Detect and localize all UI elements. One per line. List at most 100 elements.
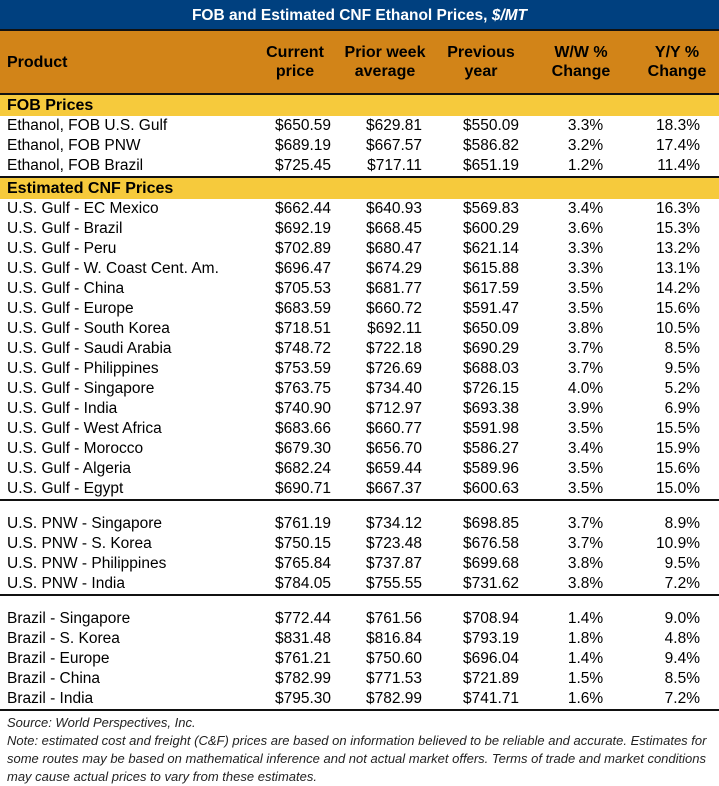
cell-product: Ethanol, FOB Brazil <box>7 157 144 174</box>
cell-yy-change: 8.5% <box>664 670 700 687</box>
cell-current-price: $682.24 <box>274 460 331 477</box>
table-row: Brazil - India $795.30 $782.99 $741.71 1.6% 7… <box>0 689 719 709</box>
cell-current-price: $795.30 <box>274 690 331 707</box>
table-row: U.S. Gulf - Europe $683.59 $660.72 $591.47 3… <box>0 299 719 319</box>
cell-yy-change: 10.9% <box>656 535 700 552</box>
cell-yy-change: 18.3% <box>656 117 700 134</box>
cell-ww-change: 1.8% <box>567 630 604 647</box>
cell-product: U.S. PNW - India <box>7 575 125 592</box>
cell-previous-year: $690.29 <box>462 340 519 357</box>
cell-yy-change: 7.2% <box>664 690 700 707</box>
table-row: U.S. Gulf - South Korea $718.51 $692.11 $65… <box>0 319 719 339</box>
table-row: U.S. Gulf - Morocco $679.30 $656.70 $586.27… <box>0 439 719 459</box>
cell-product: U.S. Gulf - Egypt <box>7 480 124 497</box>
cell-ww-change: 3.8% <box>567 555 604 572</box>
cell-yy-change: 15.6% <box>656 300 700 317</box>
table-row: U.S. Gulf - EC Mexico $662.44 $640.93 $569.… <box>0 199 719 219</box>
cell-previous-year: $698.85 <box>462 515 519 532</box>
table-row: U.S. PNW - India $784.05 $755.55 $731.62 3.8… <box>0 574 719 594</box>
cell-ww-change: 3.5% <box>567 480 604 497</box>
cell-product: U.S. Gulf - EC Mexico <box>7 200 159 217</box>
cell-yy-change: 6.9% <box>664 400 700 417</box>
cell-previous-year: $621.14 <box>462 240 519 257</box>
header-yy-change: Y/Y % Change <box>647 44 707 80</box>
cell-current-price: $748.72 <box>274 340 331 357</box>
cell-current-price: $689.19 <box>274 137 331 154</box>
cell-ww-change: 3.5% <box>567 300 604 317</box>
cell-current-price: $831.48 <box>274 630 331 647</box>
cell-yy-change: 9.5% <box>664 555 700 572</box>
cell-yy-change: 5.2% <box>664 380 700 397</box>
cell-prior-week: $660.72 <box>365 300 422 317</box>
cell-product: U.S. Gulf - W. Coast Cent. Am. <box>7 260 219 277</box>
table-row: Brazil - Singapore $772.44 $761.56 $708.94 1… <box>0 609 719 629</box>
cell-yy-change: 4.8% <box>664 630 700 647</box>
title-text: FOB and Estimated CNF Ethanol Prices, <box>191 7 488 24</box>
row-group: U.S. PNW - Singapore $761.19 $734.12 $698.8… <box>0 514 719 596</box>
cell-product: U.S. Gulf - Saudi Arabia <box>7 340 172 357</box>
title-unit: $/MT <box>491 7 528 24</box>
header-current-price: Current price <box>266 44 324 80</box>
cell-prior-week: $660.77 <box>365 420 422 437</box>
cell-product: U.S. Gulf - Morocco <box>7 440 144 457</box>
cell-current-price: $753.59 <box>274 360 331 377</box>
table-row: U.S. Gulf - Algeria $682.24 $659.44 $589.96… <box>0 459 719 479</box>
cell-current-price: $662.44 <box>274 200 331 217</box>
table-row: U.S. Gulf - Singapore $763.75 $734.40 $726.… <box>0 379 719 399</box>
cell-yy-change: 15.0% <box>656 480 700 497</box>
cell-ww-change: 1.2% <box>567 157 604 174</box>
cell-prior-week: $734.12 <box>365 515 422 532</box>
cell-product: U.S. Gulf - South Korea <box>7 320 170 337</box>
table-row: U.S. PNW - Singapore $761.19 $734.12 $698.8… <box>0 514 719 534</box>
cell-product: U.S. Gulf - China <box>7 280 125 297</box>
cell-previous-year: $586.27 <box>462 440 519 457</box>
cell-prior-week: $712.97 <box>365 400 422 417</box>
cell-ww-change: 1.6% <box>567 690 604 707</box>
cell-prior-week: $680.47 <box>365 240 422 257</box>
source-note: Source: World Perspectives, Inc. <box>7 715 196 730</box>
cell-ww-change: 3.9% <box>567 400 604 417</box>
cell-yy-change: 13.1% <box>656 260 700 277</box>
cell-prior-week: $667.57 <box>365 137 422 154</box>
cell-current-price: $702.89 <box>274 240 331 257</box>
cell-prior-week: $692.11 <box>367 320 422 337</box>
cell-ww-change: 3.7% <box>567 340 604 357</box>
cell-yy-change: 9.0% <box>664 610 700 627</box>
cell-product: U.S. Gulf - India <box>7 400 118 417</box>
cell-prior-week: $816.84 <box>365 630 422 647</box>
cell-product: Brazil - Singapore <box>7 610 131 627</box>
cell-previous-year: $591.98 <box>462 420 519 437</box>
cell-previous-year: $600.63 <box>462 480 519 497</box>
cell-previous-year: $693.38 <box>462 400 519 417</box>
cell-prior-week: $674.29 <box>365 260 422 277</box>
cell-yy-change: 16.3% <box>656 200 700 217</box>
cell-ww-change: 3.7% <box>567 515 604 532</box>
cell-ww-change: 3.5% <box>567 460 604 477</box>
cell-prior-week: $782.99 <box>365 690 422 707</box>
cell-prior-week: $726.69 <box>365 360 422 377</box>
cell-prior-week: $737.87 <box>365 555 422 572</box>
cell-product: U.S. Gulf - Europe <box>7 300 134 317</box>
table-row: Brazil - Europe $761.21 $750.60 $696.04 1.4%… <box>0 649 719 669</box>
cell-current-price: $784.05 <box>274 575 331 592</box>
cell-current-price: $718.51 <box>274 320 331 337</box>
table-row: U.S. Gulf - Saudi Arabia $748.72 $722.18 $6… <box>0 339 719 359</box>
cell-prior-week: $640.93 <box>365 200 422 217</box>
table-row: U.S. Gulf - Philippines $753.59 $726.69 $68… <box>0 359 719 379</box>
header-product: Product <box>7 53 68 71</box>
cell-current-price: $725.45 <box>274 157 331 174</box>
column-header-row: Product Current price Prior week average… <box>0 31 719 95</box>
cell-previous-year: $617.59 <box>462 280 519 297</box>
cell-prior-week: $656.70 <box>365 440 422 457</box>
header-previous-year: Previous year <box>447 44 515 80</box>
cell-yy-change: 8.5% <box>664 340 700 357</box>
cell-previous-year: $651.19 <box>462 157 519 174</box>
header-prior-week: Prior week average <box>344 44 426 80</box>
cell-current-price: $740.90 <box>274 400 331 417</box>
cell-current-price: $765.84 <box>274 555 331 572</box>
table-body: FOB Prices Ethanol, FOB U.S. Gulf $650.59 $… <box>0 95 719 711</box>
table-row: Brazil - S. Korea $831.48 $816.84 $793.19 1.… <box>0 629 719 649</box>
table-row: Ethanol, FOB U.S. Gulf $650.59 $629.81 $550… <box>0 116 719 136</box>
cell-product: Brazil - India <box>7 690 94 707</box>
cell-product: U.S. Gulf - Brazil <box>7 220 123 237</box>
